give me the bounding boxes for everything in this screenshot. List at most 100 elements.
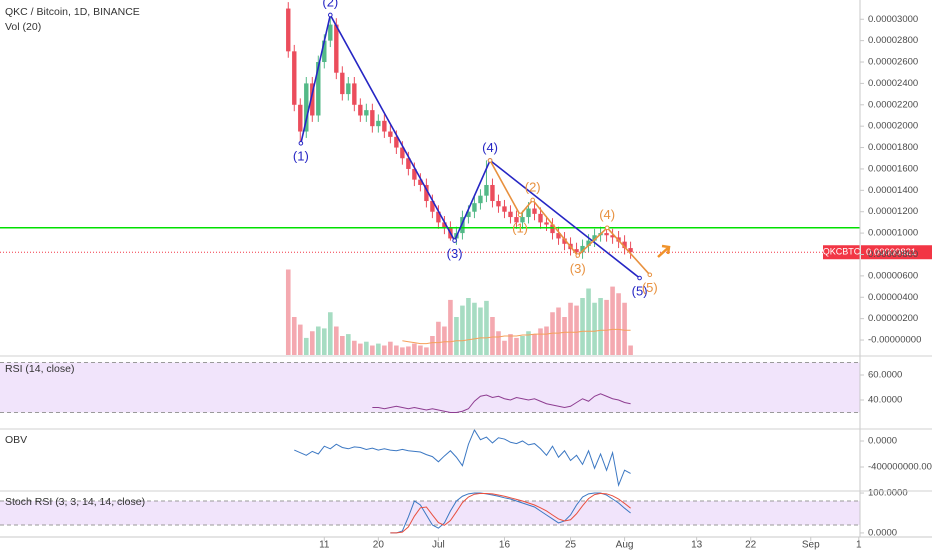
y-tick-label: 100.0000 [868, 488, 908, 499]
candle-body [286, 8, 291, 52]
candle-body [358, 104, 363, 116]
y-tick-label: 0.00002200 [868, 99, 918, 110]
volume-bar [484, 300, 489, 355]
candle-body [298, 104, 303, 132]
candle-body [400, 147, 405, 159]
y-tick-label: 0.00001400 [868, 185, 918, 196]
volume-bar [598, 298, 603, 355]
wave-label: (2) [322, 0, 338, 9]
wave-label: (3) [447, 246, 463, 261]
symbol-badge [823, 245, 860, 260]
volume-bar [574, 305, 579, 355]
volume-bar [352, 340, 357, 355]
candle-body [292, 51, 297, 105]
candle-body [340, 72, 345, 95]
wave-label: (5) [642, 280, 658, 295]
volume-bar [586, 288, 591, 355]
volume-bar [376, 343, 381, 355]
wave-label: (4) [599, 207, 615, 222]
wave-point [575, 253, 581, 258]
volume-bar [454, 317, 459, 355]
volume-bar [370, 345, 375, 355]
volume-bar [562, 317, 567, 355]
chart-title: QKC / Bitcoin, 1D, BINANCE [5, 6, 140, 18]
candle-body [514, 217, 519, 223]
volume-bar [358, 343, 363, 355]
candle-body [508, 211, 513, 218]
candle-body [478, 195, 483, 204]
y-tick-label: 0.00001000 [868, 228, 918, 239]
volume-ma-line [402, 328, 631, 345]
y-tick-label: 0.00000400 [868, 292, 918, 303]
y-tick-label: 0.00000800 [868, 249, 918, 260]
volume-bar [508, 334, 513, 355]
volume-bar [297, 324, 303, 355]
volume-bar [556, 307, 561, 355]
candle-body [328, 24, 333, 41]
x-tick-label: 1 [856, 540, 862, 550]
candle-body [520, 217, 525, 223]
volume-bar [544, 326, 549, 355]
volume-bar [502, 340, 507, 355]
volume-bar [388, 341, 393, 355]
candle-body [490, 184, 495, 202]
candle-body [472, 203, 477, 212]
volume-bar [466, 298, 471, 355]
candle-body [484, 184, 489, 196]
volume-bar [406, 346, 411, 355]
candle-body [526, 208, 531, 218]
candle-body [436, 211, 441, 223]
candle-body [580, 245, 585, 253]
candle-body [322, 40, 327, 63]
volume-bar [400, 347, 405, 355]
candle-body [628, 248, 633, 253]
volume-bar [394, 345, 399, 355]
indicator-line [294, 428, 631, 487]
volume-bar [532, 334, 537, 355]
volume-bar [604, 299, 609, 355]
last-price-badge [861, 245, 932, 260]
wave-line [489, 160, 651, 276]
volume-bar [430, 336, 435, 355]
volume-bar [436, 321, 441, 355]
volume-bar [334, 326, 339, 355]
candle-body [310, 83, 315, 116]
candle-body [394, 136, 399, 148]
candle-body [376, 120, 381, 127]
y-tick-label: 0.00000600 [868, 270, 918, 281]
indicator-line [390, 492, 631, 534]
y-tick-label: 0.00000200 [868, 313, 918, 324]
wave-point [298, 140, 304, 146]
x-tick-label: 11 [319, 540, 330, 550]
candle-body [544, 222, 549, 225]
wave-point [604, 225, 610, 231]
y-tick-label: 0.00001200 [868, 206, 918, 217]
volume-bar [490, 317, 495, 355]
wave-point [452, 238, 457, 243]
candle-body [550, 224, 555, 234]
wave-point [530, 197, 535, 203]
volume-bar [364, 341, 369, 355]
candle-body [370, 110, 375, 127]
volume-bar [610, 286, 615, 355]
volume-bar [285, 269, 291, 355]
candle-body [496, 201, 501, 207]
candle-body [562, 238, 567, 244]
candle-body [538, 213, 543, 223]
volume-bar [322, 328, 327, 355]
wave-label: (3) [570, 261, 586, 276]
candle-body [364, 110, 369, 116]
wave-point [517, 212, 523, 218]
wave-point [487, 158, 493, 163]
stoch-title: Stoch RSI (3, 3, 14, 14, close) [5, 496, 145, 508]
y-tick-label: 0.00001600 [868, 163, 918, 174]
wave-label: (1) [293, 149, 309, 164]
candle-body [604, 233, 609, 236]
y-tick-label: -0.00000000 [868, 335, 921, 346]
x-tick-label: 22 [745, 540, 757, 550]
volume-title: Vol (20) [5, 21, 41, 33]
candle-body [304, 83, 309, 132]
y-tick-label: 0.0000 [868, 436, 897, 447]
